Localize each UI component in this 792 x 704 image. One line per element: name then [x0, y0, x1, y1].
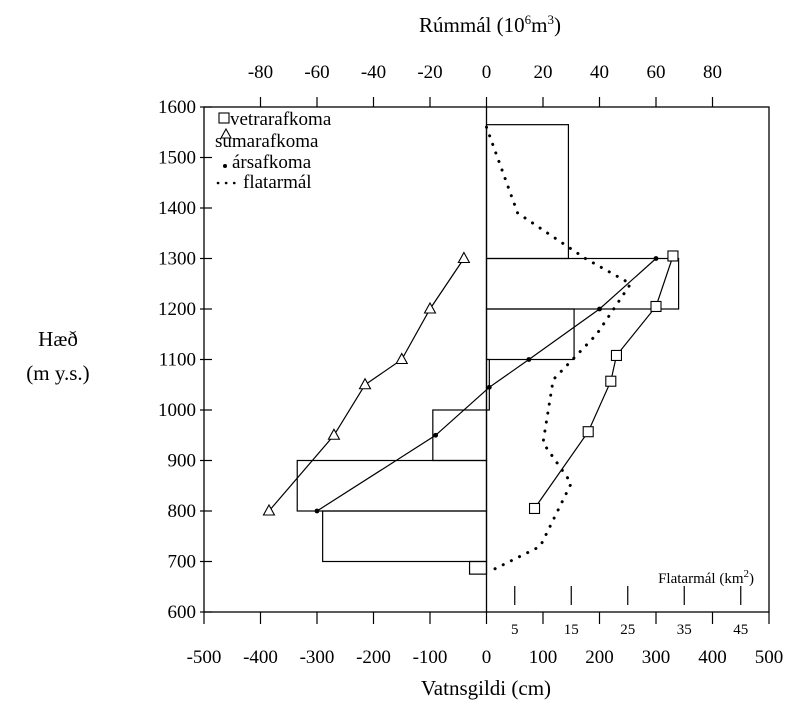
bottom-tick-label: -500	[187, 647, 222, 668]
legend-label-2: ársafkoma	[232, 152, 312, 173]
y-tick-label: 900	[168, 451, 197, 472]
top-tick-label: 0	[482, 62, 492, 83]
dot-marker	[433, 432, 439, 438]
bottom-tick-label: 300	[642, 647, 671, 668]
square-marker	[582, 426, 594, 438]
bottom-tick-label: -100	[413, 647, 448, 668]
top-tick-label: -40	[361, 62, 386, 83]
bottom-tick-label: 400	[698, 647, 727, 668]
area-tick-label: 25	[620, 622, 635, 638]
bottom-tick-label: 100	[529, 647, 558, 668]
bottom-tick-label: -300	[300, 647, 335, 668]
dot-marker	[597, 306, 602, 312]
legend-dot-marker	[223, 164, 227, 168]
legend: vetrarafkoma sumarafkoma ársafkoma flata…	[215, 109, 332, 193]
bottom-tick-label: -400	[243, 647, 278, 668]
legend-square-marker	[218, 112, 230, 124]
volume-bar	[432, 409, 488, 462]
y-tick-label: 1500	[158, 148, 196, 169]
y-tick-label: 1300	[158, 249, 196, 270]
bottom-tick-label: 500	[755, 647, 784, 668]
top-tick-label: -80	[248, 62, 273, 83]
legend-label-1: sumarafkoma	[215, 131, 319, 152]
dot-marker	[526, 357, 532, 362]
y-tick-label: 1400	[158, 198, 196, 219]
series-lines	[262, 125, 679, 574]
top-tick-label: 80	[703, 62, 722, 83]
dot-marker	[653, 256, 659, 261]
y-tick-label: 1000	[158, 400, 196, 421]
bottom-tick-label: 0	[482, 647, 492, 668]
dot-marker	[486, 384, 492, 390]
y-tick-label: 800	[168, 501, 197, 522]
y-tick-label: 1600	[158, 97, 196, 118]
square-marker	[610, 349, 623, 362]
top-tick-label: 20	[534, 62, 553, 83]
y-tick-label: 700	[168, 552, 197, 573]
bottom-axis-title: Vatnsgildi (cm)	[421, 676, 551, 700]
y-axis-title-unit: (m y.s.)	[26, 361, 89, 385]
y-tick-label: 1200	[158, 299, 196, 320]
area-tick-label: 15	[564, 622, 579, 638]
area-tick-label: 5	[511, 622, 519, 638]
square-marker	[528, 502, 541, 515]
legend-triangle-marker	[220, 127, 232, 139]
area-ticks: 5 15 25 35 45	[511, 586, 748, 638]
y-ticks: 600 700 800 900 1000 1100 1200 1300 1400 1500 1600	[158, 97, 212, 623]
volume-bar	[485, 124, 570, 260]
bottom-ticks: -500 -400 -300 -200 -100 0 100 200 300 400 500	[187, 612, 784, 668]
top-tick-label: 40	[590, 62, 609, 83]
y-axis-title: Hæð	[38, 327, 78, 351]
legend-label-0: vetrarafkoma	[230, 109, 332, 130]
volume-bar	[485, 257, 680, 310]
area-axis-title: Flatarmál (km2)	[658, 568, 754, 587]
square-marker	[605, 375, 617, 387]
triangle-marker	[262, 503, 276, 516]
volume-bar	[485, 308, 575, 361]
triangle-marker	[327, 428, 341, 440]
volume-bar	[322, 510, 488, 563]
area-tick-label: 45	[733, 622, 748, 638]
triangle-marker	[423, 301, 437, 314]
triangle-marker	[395, 352, 409, 365]
dot-marker	[314, 508, 320, 514]
top-axis-title: Rúmmál (106m3)	[419, 12, 561, 37]
series-line-square	[534, 255, 674, 509]
series-line-dot	[316, 258, 657, 512]
volume-bar	[485, 358, 490, 411]
legend-label-3: flatarmál	[243, 172, 312, 193]
top-tick-label: -60	[304, 62, 329, 83]
y-tick-label: 1100	[159, 350, 196, 371]
bottom-tick-label: 200	[585, 647, 614, 668]
series-line-triangle	[268, 258, 465, 512]
top-tick-label: -20	[417, 62, 442, 83]
area-tick-label: 35	[677, 622, 692, 638]
bottom-tick-label: -200	[356, 647, 391, 668]
triangle-marker	[457, 251, 471, 264]
volume-bar	[296, 459, 488, 512]
square-marker	[667, 250, 679, 262]
square-marker	[650, 300, 662, 313]
series-line-flatarmal	[485, 125, 633, 574]
y-tick-label: 600	[168, 602, 197, 623]
triangle-marker	[358, 377, 372, 390]
top-tick-label: 60	[647, 62, 666, 83]
volume-bar	[468, 560, 488, 575]
top-ticks: -80 -60 -40 -20 0 20 40 60 80	[248, 62, 722, 107]
